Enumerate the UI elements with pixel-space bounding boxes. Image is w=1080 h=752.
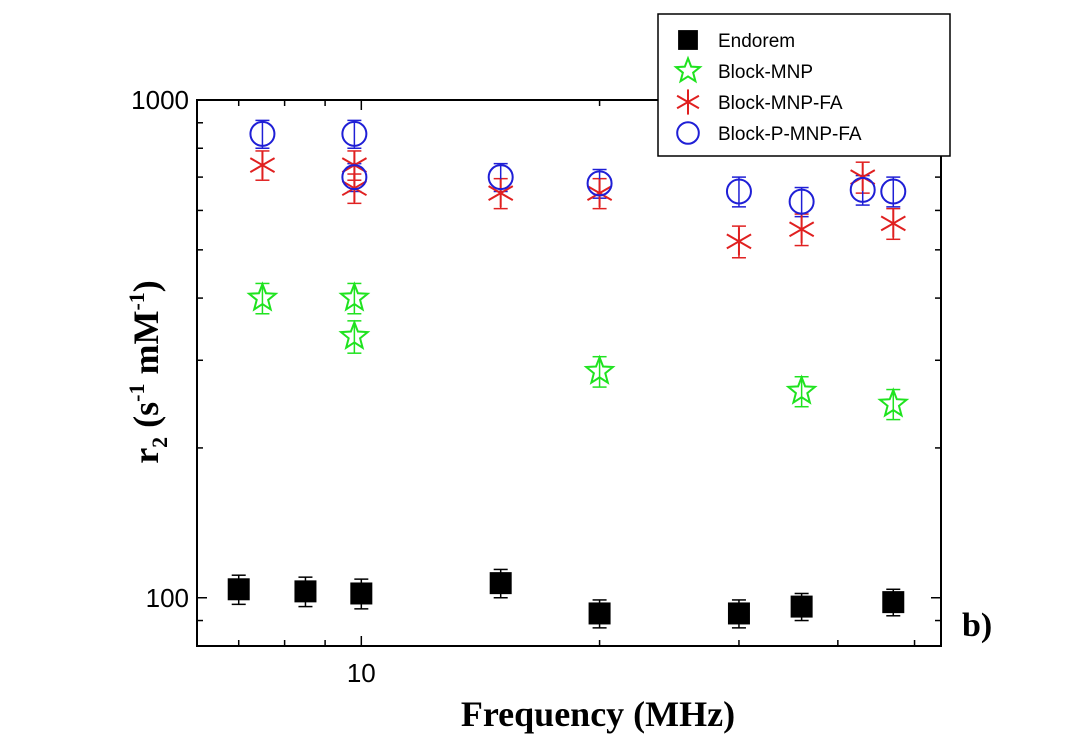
legend-label-endorem: Endorem [718,31,795,52]
svg-text:r2 (s-1 mM-1): r2 (s-1 mM-1) [124,280,172,464]
legend: Endorem Block-MNP Block-MNP-FA Block-P-MNP-… [657,13,951,157]
point-endorem [588,602,611,625]
x-tick-label: 10 [347,658,376,688]
point-block-mnp-fa [488,179,514,208]
point-block-mnp-fa-stroke [488,185,514,201]
point-endorem [882,591,905,614]
legend-marker-block-p-mnp-fa [676,121,700,145]
point-block-p-mnp-fa [487,164,514,191]
major-ticks [197,99,941,646]
x-axis-title: Frequency (MHz) [461,694,735,734]
legend-marker-block-mnp-fa [676,89,700,115]
legend-marker-block-mnp [673,55,703,84]
legend-marker-endorem [678,30,698,50]
point-block-mnp [583,354,616,385]
point-block-p-mnp-fa [341,120,368,147]
panel-label: b) [962,607,992,644]
legend-marker-block-mnp-fa-stroke [676,94,700,110]
minor-ticks [197,100,941,646]
legend-label-block-p-mnp-fa: Block-P-MNP-FA [718,124,862,145]
error-bar-block-p-mnp-fa [255,119,270,149]
error-bar-block-p-mnp-fa [347,119,362,149]
y-axis-title-close: ) [126,280,166,292]
y-axis-title-sup2: -1 [124,292,149,310]
error-bar-block-p-mnp-fa [731,176,746,208]
error-bars [231,119,901,629]
markers [227,120,910,625]
point-block-mnp [338,281,371,312]
plot-frame [196,99,942,647]
y-tick-label: 1000 [131,85,189,115]
y-axis-title-open: (s [126,402,166,437]
point-block-mnp [785,374,818,405]
point-endorem [727,602,750,625]
point-block-p-mnp-fa [249,120,276,147]
error-bar-block-mnp [347,282,362,315]
point-endorem [489,572,512,595]
point-block-mnp [877,387,910,418]
y-tick-label: 100 [146,583,189,613]
error-bar-block-mnp [347,320,362,354]
point-block-mnp [338,319,371,350]
point-block-mnp [246,281,279,312]
y-axis-title-sup1: -1 [124,383,149,401]
point-block-p-mnp-fa [849,176,876,203]
point-block-p-mnp-fa [341,164,368,191]
point-endorem [227,578,250,601]
legend-box [657,13,951,157]
legend-label-block-mnp-fa: Block-MNP-FA [718,93,843,114]
tick-labels: 10 100 1000 [131,85,376,688]
point-endorem [350,582,373,605]
point-block-p-mnp-fa [788,188,815,215]
point-endorem [790,595,813,618]
error-bar-block-mnp [255,282,270,315]
y-axis-title-sub: 2 [147,437,172,448]
legend-label-block-mnp: Block-MNP [718,62,813,83]
point-endorem [294,580,317,603]
point-block-mnp-fa [586,179,613,208]
point-block-p-mnp-fa [725,178,752,205]
error-bar-block-mnp [592,355,607,388]
point-block-mnp-fa [880,209,906,238]
error-bar-block-mnp [886,388,901,421]
point-block-mnp-fa-stroke [726,233,752,250]
y-axis-title-mid: mM [126,311,166,384]
point-block-mnp-fa-stroke [249,157,276,173]
point-block-mnp-fa [249,151,276,180]
point-block-mnp-fa-stroke [880,215,906,232]
point-block-mnp-fa [726,227,752,256]
point-block-p-mnp-fa [880,178,907,205]
point-block-mnp-fa-stroke [789,221,815,238]
y-axis-title-main: r [126,448,166,464]
point-block-mnp-fa-stroke [586,185,613,201]
y-axis-title: r2 (s-1 mM-1) [124,280,172,464]
error-bar-block-p-mnp-fa [886,176,901,208]
point-block-mnp-fa [789,215,815,244]
legend-items: Endorem Block-MNP Block-MNP-FA Block-P-MNP-… [673,30,862,145]
point-block-p-mnp-fa [586,170,613,197]
error-bar-block-mnp [794,375,809,408]
